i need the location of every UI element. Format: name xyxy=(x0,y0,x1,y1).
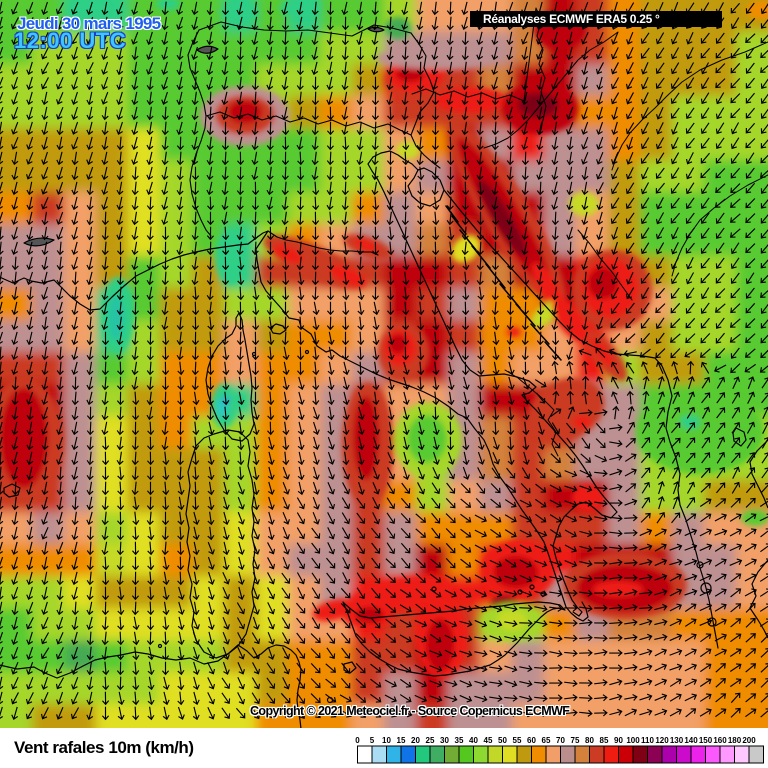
svg-text:140: 140 xyxy=(684,736,698,745)
svg-text:90: 90 xyxy=(614,736,623,745)
svg-text:85: 85 xyxy=(600,736,609,745)
svg-text:5: 5 xyxy=(370,736,375,745)
svg-text:75: 75 xyxy=(571,736,580,745)
svg-text:180: 180 xyxy=(728,736,742,745)
svg-text:20: 20 xyxy=(411,736,420,745)
svg-text:55: 55 xyxy=(513,736,522,745)
svg-text:60: 60 xyxy=(527,736,536,745)
svg-text:30: 30 xyxy=(440,736,449,745)
svg-text:200: 200 xyxy=(742,736,756,745)
svg-text:35: 35 xyxy=(455,736,464,745)
svg-text:15: 15 xyxy=(397,736,406,745)
svg-text:65: 65 xyxy=(542,736,551,745)
svg-text:40: 40 xyxy=(469,736,478,745)
svg-text:130: 130 xyxy=(670,736,684,745)
svg-text:25: 25 xyxy=(426,736,435,745)
svg-text:45: 45 xyxy=(484,736,493,745)
svg-text:160: 160 xyxy=(713,736,727,745)
svg-text:100: 100 xyxy=(626,736,640,745)
svg-text:120: 120 xyxy=(655,736,669,745)
svg-text:110: 110 xyxy=(641,736,654,745)
svg-text:10: 10 xyxy=(382,736,391,745)
svg-text:80: 80 xyxy=(585,736,594,745)
svg-text:0: 0 xyxy=(355,736,360,745)
svg-text:70: 70 xyxy=(556,736,565,745)
svg-text:50: 50 xyxy=(498,736,507,745)
svg-text:150: 150 xyxy=(699,736,713,745)
